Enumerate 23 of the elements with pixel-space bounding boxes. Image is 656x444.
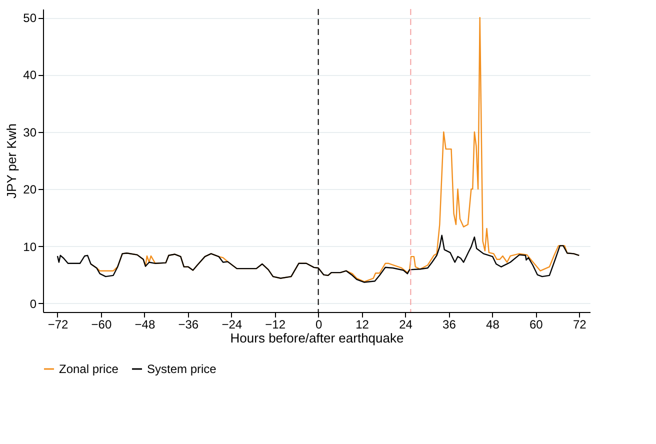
x-tick-label: −36 xyxy=(178,318,199,332)
x-tick-label: 0 xyxy=(315,318,322,332)
x-tick-label: 12 xyxy=(356,318,370,332)
x-tick-label: −12 xyxy=(265,318,286,332)
x-tick-label: −72 xyxy=(48,318,68,332)
legend-label: Zonal price xyxy=(59,362,119,376)
x-tick-label: 72 xyxy=(572,318,587,332)
x-tick-label: −60 xyxy=(91,318,112,332)
y-tick-label: 50 xyxy=(23,11,37,26)
y-tick-label: 0 xyxy=(30,296,37,311)
y-tick-label: 30 xyxy=(23,125,37,140)
x-axis-title: Hours before/after earthquake xyxy=(230,330,404,346)
y-tick-label: 10 xyxy=(23,240,37,254)
y-axis-title: JPY per Kwh xyxy=(4,124,20,198)
x-tick-label: −24 xyxy=(222,318,242,332)
x-tick-label: 24 xyxy=(399,318,413,332)
x-tick-label: 36 xyxy=(442,318,456,332)
legend-label: System price xyxy=(147,362,217,376)
y-tick-label: 40 xyxy=(23,68,37,82)
x-tick-label: 60 xyxy=(529,318,544,332)
x-tick-label: 48 xyxy=(486,318,500,332)
y-tick-label: 20 xyxy=(23,182,37,197)
x-tick-label: −48 xyxy=(134,318,156,332)
